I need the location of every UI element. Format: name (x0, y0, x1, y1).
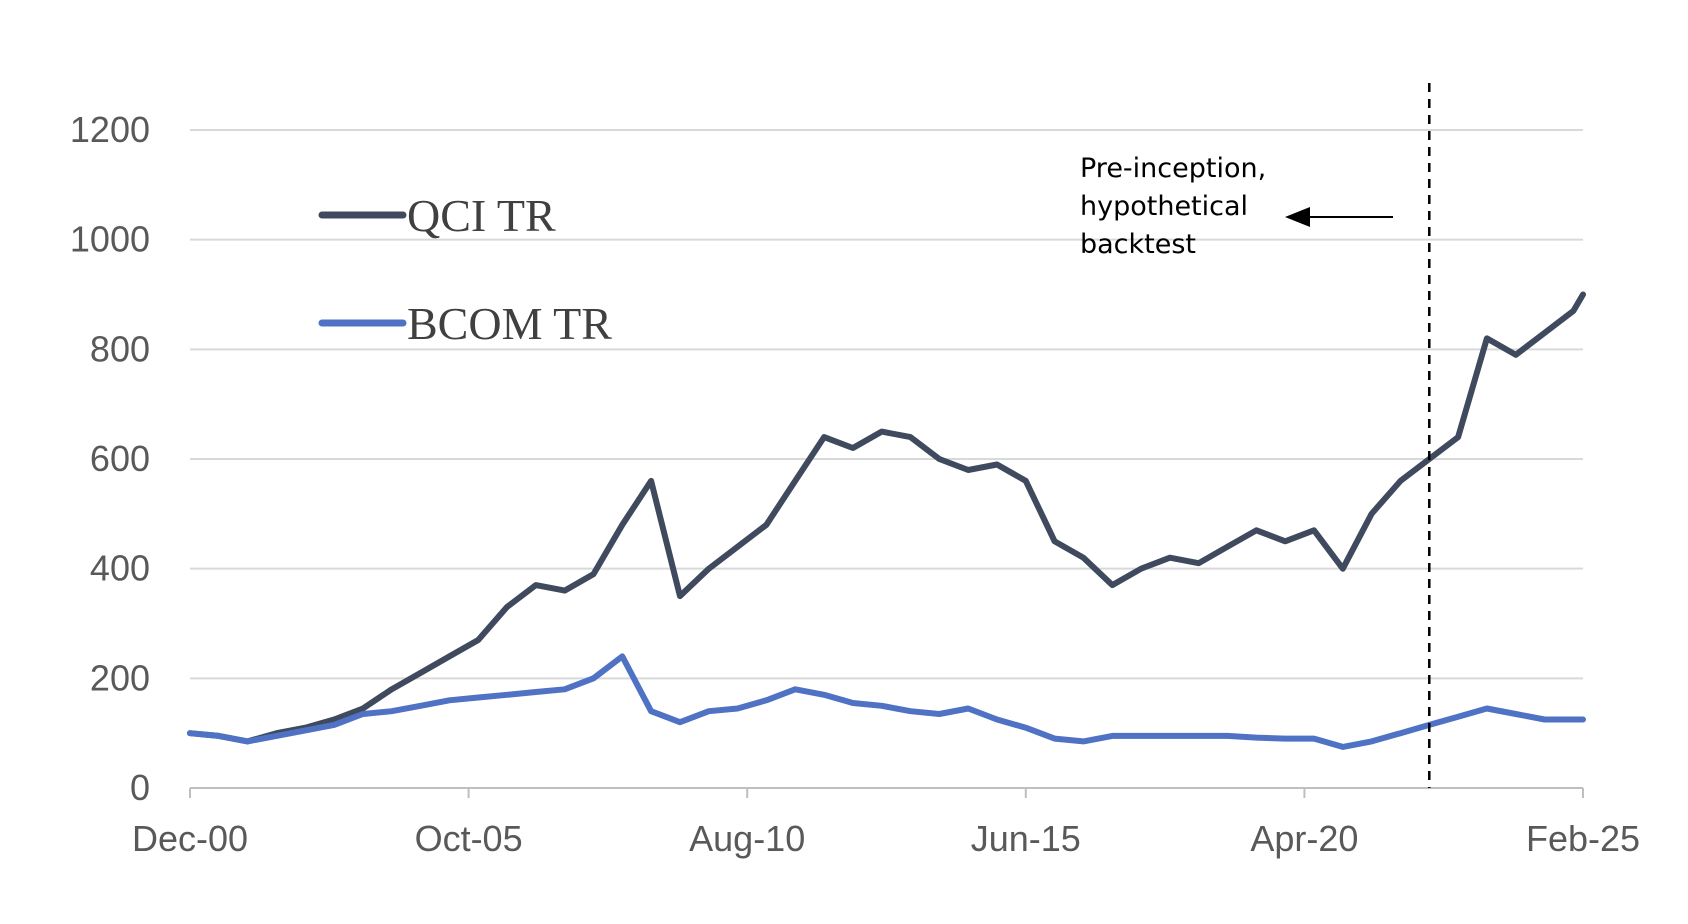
gridlines (190, 129, 1583, 680)
y-tick-label: 1000 (70, 219, 150, 260)
series-line-qci-tr (187, 291, 1586, 745)
x-axis-ticks: Dec-00 Oct-05 Aug-10 Jun-15 Apr-20 Feb-25 (132, 788, 1640, 859)
y-tick-label: 200 (90, 657, 150, 698)
x-tick-label: Oct-05 (415, 818, 523, 859)
legend-label: BCOM TR (407, 298, 612, 349)
x-tick-label: Dec-00 (132, 818, 248, 859)
y-axis-ticks: 0 200 400 600 800 1000 1200 (70, 109, 150, 808)
annotation-text: Pre-inception, (1080, 153, 1266, 184)
arrow-left-icon (1285, 207, 1310, 227)
x-tick-label: Feb-25 (1526, 818, 1640, 859)
legend: QCI TR BCOM TR (318, 190, 612, 349)
y-tick-label: 600 (90, 438, 150, 479)
y-tick-label: 1200 (70, 109, 150, 150)
legend-label: QCI TR (407, 190, 556, 241)
annotation-text: backtest (1080, 229, 1196, 260)
x-tick-label: Aug-10 (689, 818, 805, 859)
x-tick-label: Jun-15 (971, 818, 1081, 859)
series-line-bcom-tr (187, 653, 1586, 750)
y-tick-label: 800 (90, 328, 150, 369)
annotation-text: hypothetical (1080, 191, 1248, 222)
y-tick-label: 400 (90, 548, 150, 589)
series-lines (187, 291, 1586, 750)
y-tick-label: 0 (130, 767, 150, 808)
backtest-annotation: Pre-inception, hypothetical backtest (1080, 153, 1393, 260)
x-tick-label: Apr-20 (1250, 818, 1358, 859)
